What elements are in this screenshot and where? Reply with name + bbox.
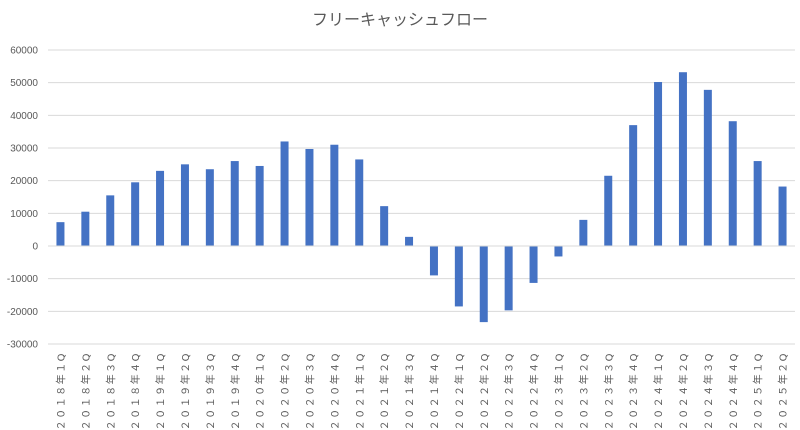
y-tick-label: 10000: [10, 209, 38, 220]
x-tick-label: ２０２０年２Q: [279, 352, 292, 430]
y-tick-label: 0: [32, 242, 38, 253]
x-tick-label: ２０２４年１Q: [652, 352, 665, 430]
x-tick-label: ２０１８年４Q: [129, 352, 142, 430]
bar: [504, 246, 513, 311]
bar: [56, 222, 65, 246]
x-tick-label: ２０１９年１Q: [154, 352, 167, 430]
bar: [205, 169, 214, 246]
y-tick-label: -30000: [7, 340, 39, 351]
bar: [330, 144, 339, 246]
x-tick-label: ２０２３年４Q: [627, 352, 640, 430]
x-tick-label: ２０２３年２Q: [577, 352, 590, 430]
bar: [579, 219, 588, 246]
x-tick-label: ２０１９年２Q: [179, 352, 192, 430]
x-tick-label: ２０２２年２Q: [478, 352, 491, 430]
bar: [131, 182, 140, 246]
x-tick-label: ２０２２年３Q: [503, 352, 516, 430]
y-tick-label: 30000: [10, 144, 38, 155]
x-tick-label: ２０２２年１Q: [453, 352, 466, 430]
y-tick-label: 50000: [10, 78, 38, 89]
bar: [479, 246, 488, 323]
x-tick-label: ２０１９年３Q: [204, 352, 217, 430]
x-tick-label: ２０２０年３Q: [303, 352, 316, 430]
x-tick-label: ２０２１年３Q: [403, 352, 416, 430]
x-tick-label: ２０２１年１Q: [353, 352, 366, 430]
y-tick-label: -10000: [7, 274, 39, 285]
x-tick-label: ２０２５年２Q: [777, 352, 790, 430]
x-tick-label: ２０２４年２Q: [677, 352, 690, 430]
x-axis-ticks: ２０１８年１Q ２０１８年２Q ２０１８年３Q ２０１８年４Q ２０１９年１Q ２０１９年…: [54, 352, 789, 430]
bar: [106, 195, 115, 246]
x-tick-label: ２０２１年４Q: [428, 352, 441, 430]
bar: [554, 246, 563, 257]
bar: [703, 89, 712, 246]
x-tick-label: ２０２４年３Q: [702, 352, 715, 430]
x-tick-label: ２０２１年２Q: [378, 352, 391, 430]
x-tick-label: ２０２３年３Q: [602, 352, 615, 430]
x-tick-label: ２０１８年１Q: [54, 352, 67, 430]
x-tick-label: ２０２２年４Q: [528, 352, 541, 430]
bar: [230, 161, 239, 246]
x-tick-label: ２０２０年４Q: [328, 352, 341, 430]
bar: [454, 246, 463, 307]
bar: [255, 165, 264, 246]
bar: [654, 82, 663, 246]
x-tick-label: ２０１８年２Q: [79, 352, 92, 430]
x-tick-label: ２０１９年４Q: [229, 352, 242, 430]
bar: [180, 164, 189, 246]
bar: [429, 246, 438, 276]
bar: [156, 170, 165, 246]
y-tick-label: 20000: [10, 176, 38, 187]
bar: [280, 141, 289, 246]
x-tick-label: ２０１８年３Q: [104, 352, 117, 430]
bar: [753, 161, 762, 246]
chart-title: フリーキャッシュフロー: [312, 10, 488, 29]
bar: [355, 159, 364, 246]
bar: [778, 186, 787, 246]
bar: [678, 72, 687, 246]
bar: [380, 206, 389, 246]
y-tick-label: 40000: [10, 111, 38, 122]
y-tick-label: -20000: [7, 307, 39, 318]
bar: [629, 125, 638, 246]
bars: [56, 72, 787, 323]
y-tick-label: 60000: [10, 46, 38, 57]
bar: [81, 211, 90, 246]
x-tick-label: ２０２４年４Q: [727, 352, 740, 430]
x-tick-label: ２０２５年１Q: [752, 352, 765, 430]
bar: [728, 121, 737, 246]
y-axis-ticks: 60000 50000 40000 30000 20000 10000 0 -10000 -20…: [7, 46, 39, 351]
x-tick-label: ２０２３年１Q: [552, 352, 565, 430]
bar: [305, 148, 314, 246]
bar: [405, 236, 414, 246]
x-tick-label: ２０２０年１Q: [254, 352, 267, 430]
bar: [529, 246, 538, 283]
bar: [604, 175, 613, 246]
